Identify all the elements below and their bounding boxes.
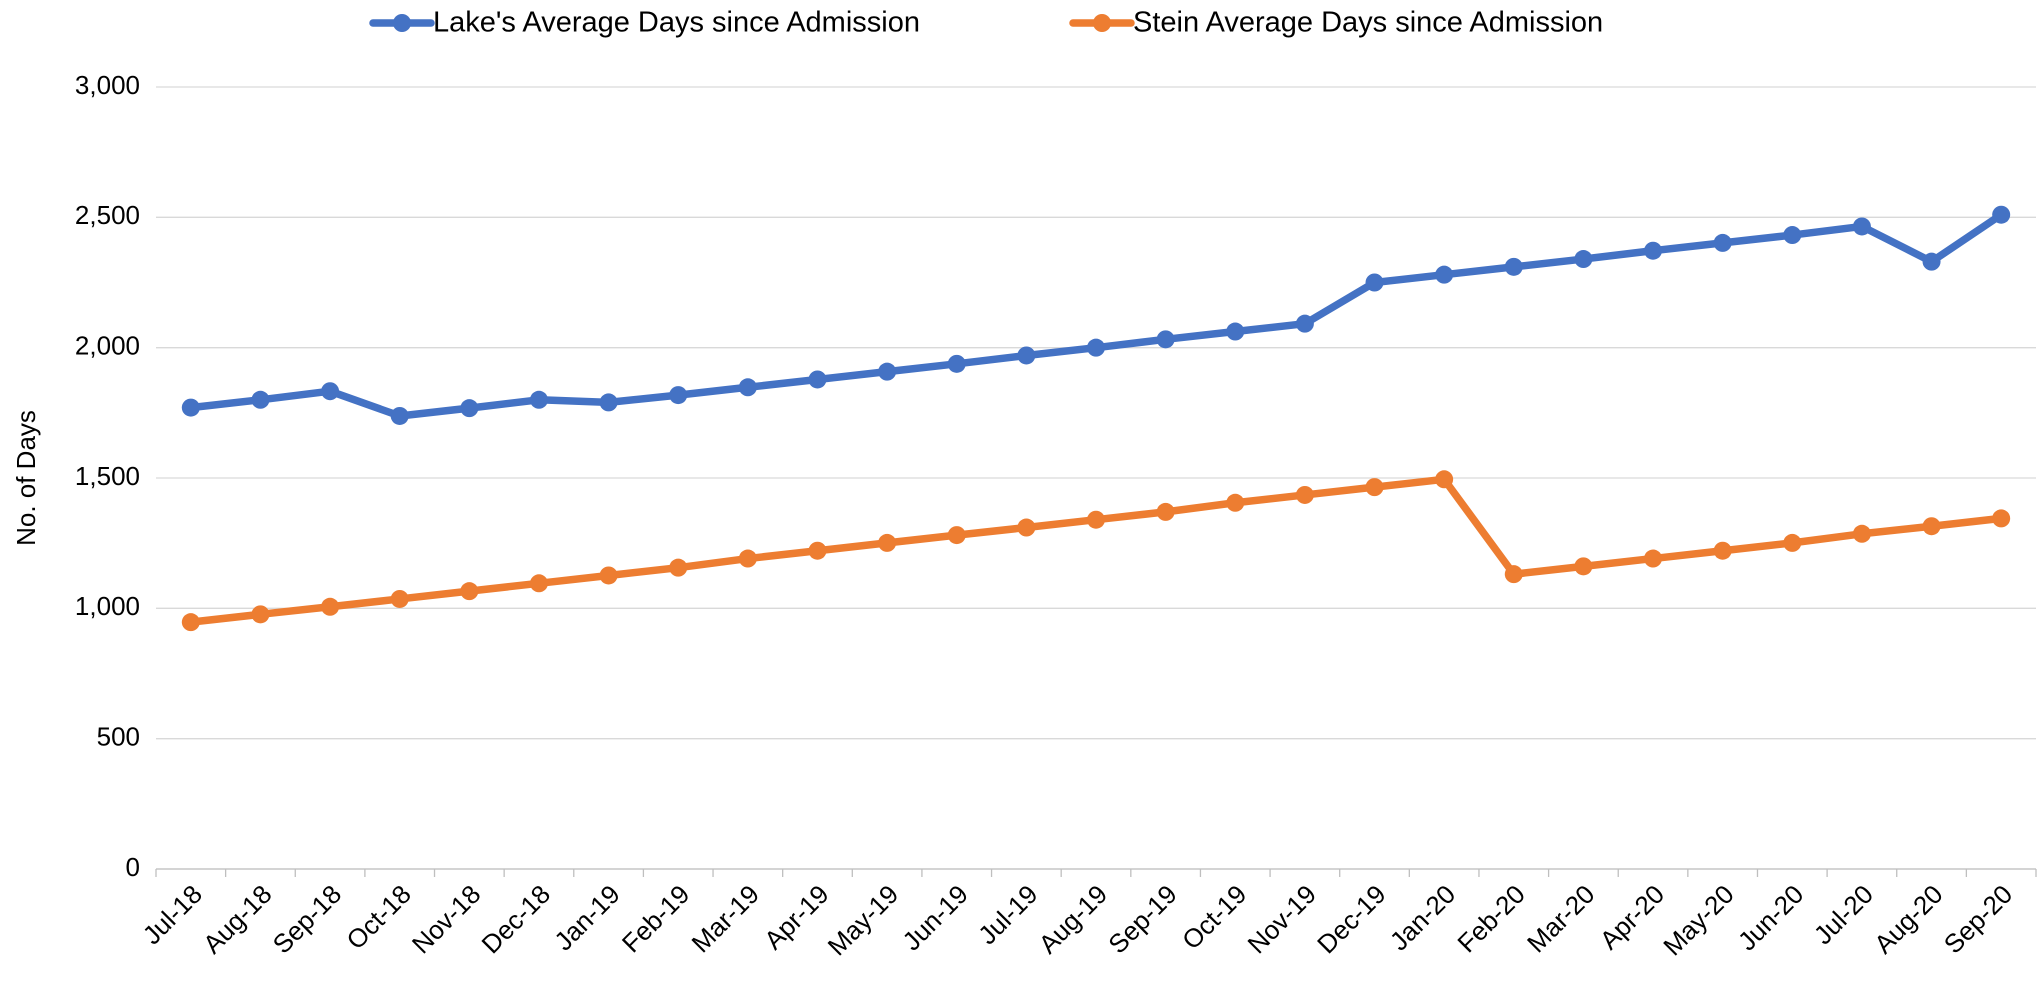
data-point [529,574,548,593]
data-point [181,613,200,632]
data-point [808,541,827,560]
data-point [1504,565,1523,584]
y-tick-label: 3,000 [75,70,140,100]
data-point [1226,322,1245,341]
data-point [1295,485,1314,504]
data-point [1713,233,1732,252]
data-point [1574,557,1593,576]
data-point [878,362,897,381]
data-point [460,399,479,418]
data-point [1087,510,1105,529]
data-point [460,582,479,601]
data-point [1365,273,1384,292]
data-point [1156,502,1175,521]
data-point [390,589,409,608]
data-point [1644,241,1663,260]
y-tick-label: 2,500 [75,200,140,230]
data-point [1156,330,1175,349]
data-point [1783,533,1802,552]
y-tick-label: 500 [97,722,140,752]
data-point [738,549,757,568]
data-point [1435,470,1454,489]
data-point [599,566,618,585]
data-point [1644,549,1663,568]
data-point [1087,338,1105,357]
data-point [321,382,340,401]
data-point [947,526,966,545]
data-point [1226,493,1245,512]
data-point [669,386,688,405]
data-point [1783,226,1802,245]
data-point [1922,252,1941,271]
data-point [808,370,827,389]
data-point [529,390,548,409]
y-tick-label: 1,000 [75,591,140,621]
data-point [1017,518,1036,537]
y-tick-label: 2,000 [75,331,140,361]
data-point [1713,541,1732,560]
legend-marker [393,14,411,32]
data-point [1365,478,1384,497]
y-tick-label: 1,500 [75,461,140,491]
data-point [1992,205,2011,224]
data-point [1574,250,1593,269]
data-point [947,354,966,373]
data-point [321,597,340,616]
data-point [1922,517,1941,536]
data-point [181,398,200,417]
data-point [1852,217,1871,236]
y-tick-label: 0 [126,852,140,882]
legend-label: Stein Average Days since Admission [1133,7,1603,39]
legend-label: Lake's Average Days since Admission [433,7,920,39]
data-point [669,558,688,577]
data-point [1852,524,1871,543]
data-point [738,378,757,397]
data-point [1504,257,1523,276]
y-axis-label: No. of Days [11,410,41,546]
data-point [390,406,409,425]
data-point [251,390,270,409]
data-point [1992,509,2011,528]
data-point [1295,314,1314,333]
data-point [878,533,897,552]
data-point [1017,346,1036,365]
data-point [1435,265,1454,284]
data-point [251,605,270,624]
legend-marker [1093,14,1111,32]
data-point [599,393,618,412]
